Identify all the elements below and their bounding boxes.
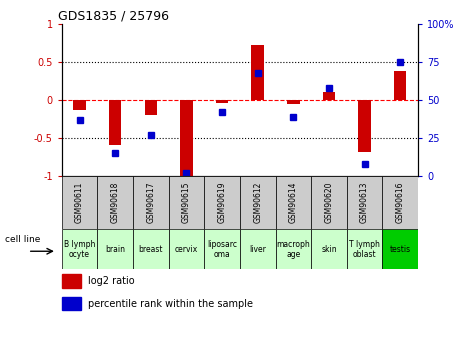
Text: GSM90616: GSM90616 (396, 182, 405, 224)
Text: GSM90611: GSM90611 (75, 182, 84, 223)
Bar (394, 71, 407, 100)
Text: GSM90620: GSM90620 (324, 182, 333, 224)
Bar (62, 297, 81, 310)
Bar (358, 100, 371, 152)
Bar (347, 229, 382, 269)
Text: breast: breast (139, 245, 163, 254)
Bar (240, 176, 276, 229)
Bar (287, 100, 300, 104)
Bar (382, 229, 418, 269)
Bar (62, 229, 97, 269)
Bar (240, 229, 276, 269)
Bar (216, 100, 228, 103)
Bar (311, 229, 347, 269)
Text: GSM90613: GSM90613 (360, 182, 369, 224)
Bar (204, 229, 240, 269)
Text: GSM90618: GSM90618 (111, 182, 120, 223)
Bar (347, 176, 382, 229)
Bar (180, 100, 193, 177)
Text: brain: brain (105, 245, 125, 254)
Bar (62, 275, 81, 288)
Bar (204, 176, 240, 229)
Bar (109, 100, 122, 145)
Bar (251, 46, 264, 100)
Text: macroph
age: macroph age (276, 239, 310, 259)
Text: GSM90619: GSM90619 (218, 182, 227, 224)
Text: cell line: cell line (5, 235, 40, 244)
Text: T lymph
oblast: T lymph oblast (349, 239, 380, 259)
Text: cervix: cervix (175, 245, 198, 254)
Bar (276, 229, 311, 269)
Bar (169, 229, 204, 269)
Text: testis: testis (390, 245, 411, 254)
Bar (323, 92, 335, 100)
Bar (276, 176, 311, 229)
Text: log2 ratio: log2 ratio (88, 276, 134, 286)
Text: liver: liver (249, 245, 266, 254)
Bar (311, 176, 347, 229)
Text: GSM90617: GSM90617 (146, 182, 155, 224)
Bar (144, 100, 157, 115)
Bar (169, 176, 204, 229)
Bar (133, 229, 169, 269)
Text: GDS1835 / 25796: GDS1835 / 25796 (58, 10, 169, 23)
Bar (73, 100, 86, 110)
Text: liposarc
oma: liposarc oma (207, 239, 237, 259)
Bar (133, 176, 169, 229)
Text: GSM90612: GSM90612 (253, 182, 262, 223)
Text: GSM90615: GSM90615 (182, 182, 191, 224)
Bar (62, 176, 97, 229)
Bar (97, 229, 133, 269)
Text: GSM90614: GSM90614 (289, 182, 298, 224)
Text: percentile rank within the sample: percentile rank within the sample (88, 299, 253, 309)
Bar (382, 176, 418, 229)
Text: B lymph
ocyte: B lymph ocyte (64, 239, 95, 259)
Bar (97, 176, 133, 229)
Text: skin: skin (321, 245, 337, 254)
